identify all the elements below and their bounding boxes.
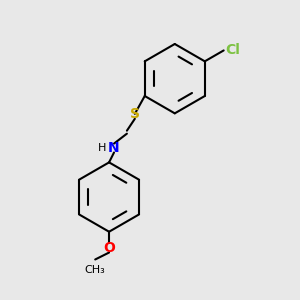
Text: H: H (98, 142, 106, 152)
Text: O: O (103, 241, 115, 255)
Text: S: S (130, 107, 140, 121)
Text: CH₃: CH₃ (85, 266, 106, 275)
Text: Cl: Cl (226, 44, 241, 57)
Text: N: N (108, 140, 120, 154)
